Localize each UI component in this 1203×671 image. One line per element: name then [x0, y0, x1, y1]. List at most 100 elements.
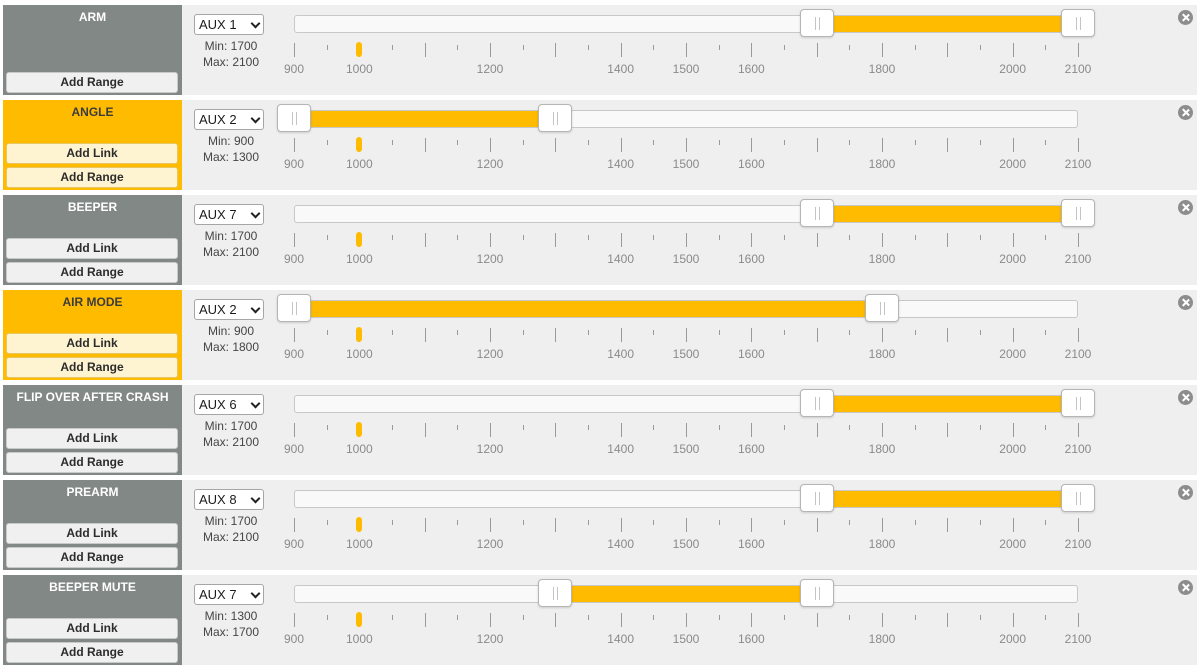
tick-label: 1800 — [868, 62, 896, 76]
tick-label: 1200 — [476, 537, 504, 551]
major-tick — [882, 43, 883, 57]
minor-tick — [588, 520, 589, 525]
major-tick — [620, 43, 622, 57]
range-min-handle[interactable] — [799, 9, 834, 37]
add-link-button[interactable]: Add Link — [6, 523, 178, 544]
major-tick — [555, 613, 557, 627]
aux-channel-select[interactable]: AUX 7 — [194, 584, 264, 605]
add-link-button[interactable]: Add Link — [6, 333, 178, 354]
aux-channel-select[interactable]: AUX 7 — [194, 204, 264, 225]
add-link-button[interactable]: Add Link — [6, 143, 178, 164]
add-range-button[interactable]: Add Range — [6, 547, 178, 568]
range-max-handle[interactable] — [1061, 9, 1095, 37]
range-min-text: Min: 1300 — [193, 609, 269, 623]
max-prefix: Max: — [202, 55, 233, 69]
minor-tick — [588, 615, 589, 620]
tick-label: 1000 — [345, 347, 373, 361]
tick-label: 2100 — [1064, 252, 1092, 266]
add-range-button[interactable]: Add Range — [6, 72, 178, 93]
tick-label: 2100 — [1064, 537, 1092, 551]
remove-range-icon[interactable] — [1178, 485, 1193, 500]
max-value: 1700 — [232, 625, 260, 639]
add-range-button[interactable]: Add Range — [6, 642, 178, 663]
aux-channel-select[interactable]: AUX 2 — [194, 109, 264, 130]
add-range-button[interactable]: Add Range — [6, 452, 178, 473]
minor-tick — [1045, 425, 1047, 430]
aux-channel-select[interactable]: AUX 6 — [194, 394, 264, 415]
remove-range-icon[interactable] — [1178, 390, 1193, 405]
major-tick — [1012, 423, 1014, 437]
aux-channel-select[interactable]: AUX 1 — [194, 14, 264, 35]
remove-range-icon[interactable] — [1178, 10, 1193, 25]
tick-label: 1200 — [476, 252, 504, 266]
range-max-handle[interactable] — [1061, 199, 1095, 227]
mode-label-panel: FLIP OVER AFTER CRASH Add Link Add Range — [3, 385, 182, 475]
range-min-handle[interactable] — [538, 579, 573, 607]
min-value: 1300 — [230, 609, 258, 623]
major-tick — [620, 423, 622, 437]
range-fill — [294, 301, 882, 317]
range-max-handle[interactable] — [538, 104, 573, 132]
range-max-handle[interactable] — [1061, 484, 1095, 512]
major-tick — [620, 328, 622, 342]
current-value-marker — [356, 612, 363, 627]
add-range-button[interactable]: Add Range — [6, 357, 178, 378]
range-max-handle[interactable] — [865, 294, 899, 322]
remove-range-icon[interactable] — [1178, 580, 1193, 595]
major-tick — [751, 518, 753, 532]
add-range-button[interactable]: Add Range — [6, 167, 178, 188]
mode-label-panel: BEEPER MUTE Add Link Add Range — [3, 575, 182, 665]
minor-tick — [653, 140, 655, 145]
aux-channel-select[interactable]: AUX 2 — [194, 299, 264, 320]
minor-tick — [718, 45, 720, 50]
tick-label: 900 — [283, 442, 305, 456]
min-prefix: Min: — [204, 609, 231, 623]
range-min-handle[interactable] — [277, 294, 311, 322]
minor-tick — [522, 615, 524, 620]
minor-tick — [326, 520, 328, 525]
range-min-text: Min: 900 — [193, 324, 269, 338]
min-value: 1700 — [230, 229, 258, 243]
tick-label: 2000 — [999, 442, 1026, 456]
minor-tick — [392, 330, 393, 335]
minor-tick — [653, 235, 655, 240]
aux-channel-select[interactable]: AUX 8 — [194, 489, 264, 510]
range-min-handle[interactable] — [277, 104, 311, 132]
remove-range-icon[interactable] — [1178, 295, 1193, 310]
tick-label: 1800 — [868, 537, 896, 551]
add-link-button[interactable]: Add Link — [6, 618, 178, 639]
minor-tick — [718, 330, 720, 335]
minor-tick — [849, 140, 851, 145]
add-range-button[interactable]: Add Range — [6, 262, 178, 283]
add-link-button[interactable]: Add Link — [6, 428, 178, 449]
aux-channel-value: AUX 2 — [199, 302, 237, 317]
minor-tick — [718, 520, 720, 525]
major-tick — [424, 423, 426, 437]
major-tick — [686, 423, 687, 437]
range-max-handle[interactable] — [1061, 389, 1095, 417]
tick-label: 2000 — [999, 347, 1026, 361]
major-tick — [1012, 328, 1014, 342]
minor-tick — [326, 235, 328, 240]
tick-label: 900 — [283, 252, 305, 266]
min-prefix: Min: — [204, 229, 231, 243]
range-min-handle[interactable] — [799, 389, 834, 417]
add-link-button[interactable]: Add Link — [6, 238, 178, 259]
tick-label: 2000 — [999, 537, 1026, 551]
tick-label: 1600 — [737, 537, 765, 551]
minor-tick — [457, 140, 459, 145]
min-value: 1700 — [230, 39, 258, 53]
max-prefix: Max: — [202, 245, 233, 259]
major-tick — [555, 518, 557, 532]
minor-tick — [914, 330, 916, 335]
minor-tick — [784, 330, 785, 335]
remove-range-icon[interactable] — [1178, 105, 1193, 120]
range-min-handle[interactable] — [799, 484, 834, 512]
remove-range-icon[interactable] — [1178, 200, 1193, 215]
range-max-handle[interactable] — [799, 579, 834, 607]
range-min-handle[interactable] — [799, 199, 834, 227]
mode-row: BEEPER Add Link Add Range AUX 7 Min: 1700 Max… — [3, 195, 1197, 285]
minor-tick — [980, 140, 981, 145]
minor-tick — [784, 45, 785, 50]
minor-tick — [718, 615, 720, 620]
